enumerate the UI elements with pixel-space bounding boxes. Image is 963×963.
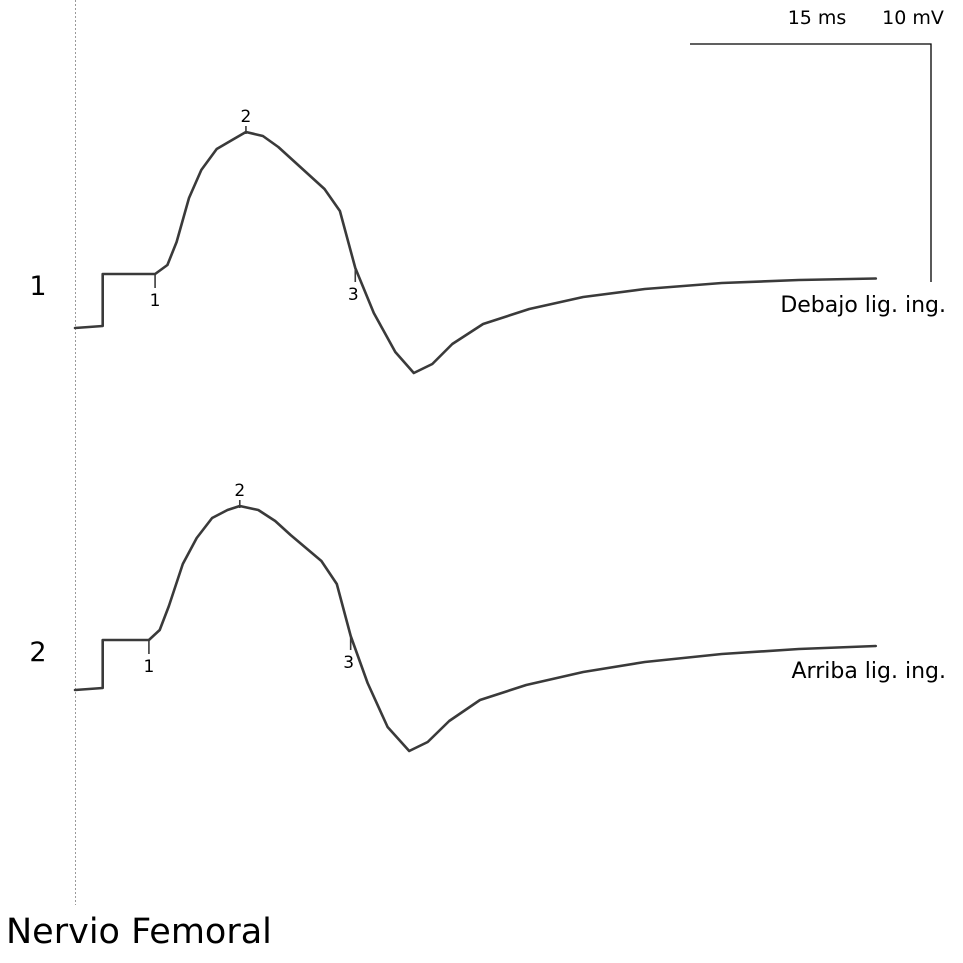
scale-bar: 15 ms 10 mV <box>690 7 944 282</box>
marker-label: 3 <box>343 653 354 673</box>
trace-line <box>73 504 878 753</box>
scale-amplitude-label: 10 mV <box>882 7 944 29</box>
trace-line <box>73 130 878 375</box>
scale-time-label: 15 ms <box>788 7 847 29</box>
chart-title: Nervio Femoral <box>6 912 272 952</box>
trace-index-label: 2 <box>29 637 46 668</box>
trace-1: 1 2 3 1 Debajo lig. ing. <box>29 107 946 375</box>
trace-2: 1 2 3 2 Arriba lig. ing. <box>29 481 947 753</box>
marker-label: 3 <box>348 285 359 305</box>
trace-index-label: 1 <box>29 271 46 302</box>
marker-label: 1 <box>144 657 155 677</box>
traces-group: 1 2 3 1 Debajo lig. ing. 1 2 3 2 Arriba lig. ing. <box>29 107 947 753</box>
marker-label: 1 <box>150 291 161 311</box>
trace-name-label: Debajo lig. ing. <box>780 293 946 318</box>
marker-label: 2 <box>234 481 245 501</box>
marker-label: 2 <box>241 107 252 127</box>
trace-name-label: Arriba lig. ing. <box>792 659 947 684</box>
scale-bar-line <box>690 43 932 282</box>
